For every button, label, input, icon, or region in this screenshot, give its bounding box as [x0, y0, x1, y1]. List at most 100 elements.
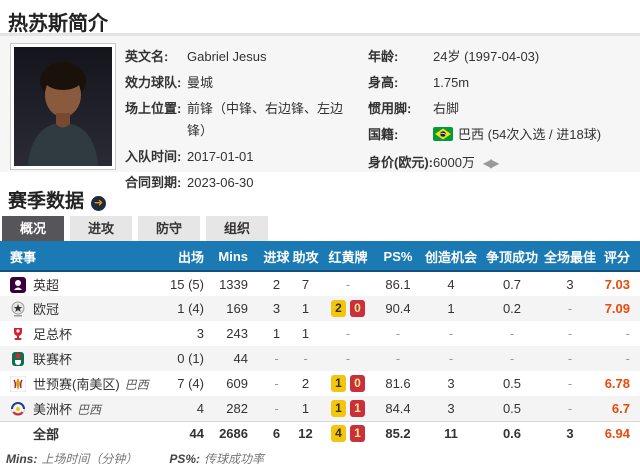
yellow-card-count: 4 — [331, 425, 346, 443]
stat-cell: 3 — [196, 326, 204, 341]
profile-fields-right: 年龄: 24岁 (1997-04-03) 身高: 1.75m 惯用脚: 右脚 国籍: 巴西 (… — [368, 46, 636, 178]
competition-cell: 全部 — [0, 420, 152, 446]
red-card-count: 1 — [350, 425, 365, 443]
tab-进攻[interactable]: 进攻 — [70, 216, 132, 241]
competition-name: 足总杯 — [33, 327, 73, 342]
stat-cell: 282 — [210, 396, 262, 421]
value-trend-arrows-icon[interactable]: ◀▶ — [482, 156, 500, 170]
stat-cell: 0.2 — [482, 296, 542, 321]
competition-name: 美洲杯 — [33, 401, 73, 417]
table-row: 英超 15 (5) 1339 2 7 - 86.1 4 0.7 3 7.03 — [0, 271, 640, 296]
table-row: 足总杯 3 243 1 1 - - - - - - — [0, 321, 640, 346]
profile-field: 场上位置: 前锋（中锋、右边锋、左边锋） — [125, 98, 365, 142]
national-team-name: 巴西 — [124, 378, 149, 392]
column-header: 出场 — [152, 243, 210, 272]
column-header: 评分 — [598, 243, 640, 272]
field-value-text: 6000万 — [433, 155, 475, 170]
competition-name: 联赛杯 — [33, 352, 73, 367]
profile-field: 入队时间: 2017-01-01 — [125, 146, 365, 168]
circle-arrow-icon[interactable]: ➜ — [91, 196, 107, 211]
footnote-ps-label: PS%: — [169, 452, 201, 466]
field-value: Gabriel Jesus — [187, 46, 266, 68]
field-value-text: 1.75m — [433, 75, 470, 90]
stat-cell: 12 — [291, 420, 320, 446]
competition-cell: 英超 — [0, 271, 152, 296]
competition-cell: 足总杯 — [0, 321, 152, 346]
stat-cell: - — [567, 376, 573, 391]
season-tabs: 概况 进攻 防守 组织 — [0, 216, 640, 243]
stat-cell: - — [420, 346, 482, 371]
field-label: 身高: — [368, 75, 399, 90]
field-label: 国籍: — [368, 127, 399, 142]
stat-cell: - — [542, 396, 598, 421]
profile-field: 效力球队: 曼城 — [125, 72, 365, 94]
field-value: 前锋（中锋、右边锋、左边锋） — [187, 98, 359, 142]
yellow-card-count: 1 — [331, 375, 346, 392]
field-value-text: 2017-01-01 — [187, 149, 254, 164]
stat-cell: 1 — [272, 326, 281, 341]
stat-cell: 1 — [291, 396, 320, 421]
field-label: 身价(欧元): — [368, 155, 433, 170]
field-value: 2017-01-01 — [187, 146, 254, 168]
stat-cell: - — [567, 326, 573, 341]
stat-cell: 0.6 — [482, 420, 542, 446]
stat-cell: 7 — [301, 276, 310, 292]
competition-cell: 欧冠 — [0, 296, 152, 321]
field-value: 1.75m — [433, 72, 469, 94]
footnote-mins-desc: 上场时间（分钟） — [41, 452, 138, 466]
field-value: 曼城 — [187, 72, 213, 94]
stat-cell: 169 — [210, 296, 262, 321]
field-value-text: 前锋（中锋、右边锋、左边锋） — [187, 101, 344, 138]
player-photo — [10, 43, 116, 170]
field-label: 惯用脚: — [368, 101, 412, 116]
stat-cell: - — [395, 326, 401, 341]
stat-cell: - — [625, 326, 630, 341]
stat-cell: 0.5 — [502, 376, 522, 391]
stat-cell: 11 — [420, 420, 482, 446]
profile-field: 惯用脚: 右脚 — [368, 98, 636, 120]
competition-cell: 美洲杯 巴西 — [0, 396, 152, 421]
stat-cell: 85.2 — [376, 420, 420, 446]
stat-cell: 6.78 — [604, 376, 630, 391]
stat-cell: 1 — [420, 296, 482, 321]
red-card-count: 0 — [350, 375, 365, 392]
stat-cell: 6.94 — [598, 420, 640, 446]
stat-cell: 4 — [152, 396, 210, 421]
profile-field: 身价(欧元): 6000万 ◀▶ — [368, 152, 636, 174]
field-label: 入队时间: — [125, 149, 182, 164]
profile-fields-left: 英文名: Gabriel Jesus 效力球队: 曼城 场上位置: 前锋（中锋、右边锋、左… — [125, 46, 365, 198]
cards-cell: - — [320, 346, 376, 371]
table-body: 英超 15 (5) 1339 2 7-86.1 4 0.7 3 7.03 欧冠 1 (4) 169 3 1… — [0, 271, 640, 446]
competition-cell: 世预赛(南美区) 巴西 — [0, 371, 152, 396]
yellow-card-count: 1 — [331, 399, 346, 417]
profile-field: 国籍: 巴西 (54次入选 / 进18球) — [368, 124, 636, 148]
tab-防守[interactable]: 防守 — [138, 216, 200, 241]
stat-cell: - — [262, 396, 291, 421]
column-header: 赛事 — [0, 243, 152, 272]
field-label: 场上位置: — [125, 101, 182, 116]
stat-cell: 1 (4) — [152, 296, 210, 321]
stat-cell: 2 — [272, 276, 281, 292]
footnote-ps-desc: 传球成功率 — [204, 452, 265, 466]
stat-cell: 0.7 — [502, 276, 522, 292]
field-value-text: 2023-06-30 — [187, 175, 254, 190]
competition-name: 世预赛(南美区) — [33, 377, 120, 392]
field-label: 合同到期: — [125, 175, 182, 190]
stat-cell: 3 — [262, 296, 291, 321]
stat-cell: 243 — [226, 326, 248, 341]
world-cup-qualifier-icon — [9, 375, 27, 393]
red-card-count: 0 — [350, 300, 365, 317]
profile-field: 年龄: 24岁 (1997-04-03) — [368, 46, 636, 68]
cards-cell: - — [345, 326, 351, 341]
season-data-title: 赛季数据 — [8, 191, 85, 212]
field-value-text: Gabriel Jesus — [187, 49, 267, 64]
tab-组织[interactable]: 组织 — [206, 216, 268, 241]
stat-cell: 609 — [226, 376, 248, 391]
tab-概况[interactable]: 概况 — [2, 216, 64, 241]
table-row: 欧冠 1 (4) 169 3 1 2 0 90.4 1 0.2-7.09 — [0, 296, 640, 321]
column-header: Mins — [210, 243, 262, 272]
table-row: 美洲杯 巴西 4 282-1 1 1 84.4 3 0.5-6.7 — [0, 396, 640, 421]
